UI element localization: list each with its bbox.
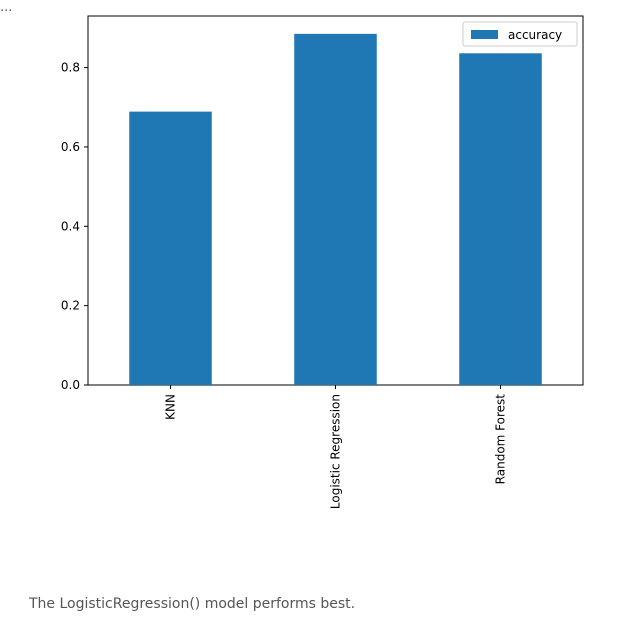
y-tick-label-3: 0.6: [61, 140, 80, 154]
x-tick-label-0: KNN: [164, 394, 178, 420]
y-tick-label-4: 0.8: [61, 61, 80, 75]
legend: accuracy: [462, 21, 578, 47]
y-tick-label-1: 0.2: [61, 299, 80, 313]
bar-1: [294, 33, 377, 386]
legend-swatch: [471, 30, 498, 39]
bar-0: [129, 111, 212, 385]
x-tick-label-2: Random Forest: [494, 394, 508, 485]
legend-box: [462, 21, 578, 47]
legend-label: accuracy: [508, 28, 562, 42]
x-axis: KNN Logistic Regression Random Forest: [164, 385, 508, 509]
bar-2: [459, 53, 542, 385]
output-note: The LogisticRegression() model performs …: [29, 596, 356, 612]
output-ellipsis[interactable]: ...: [0, 0, 13, 15]
y-axis: 0.0 0.2 0.4 0.6 0.8: [61, 61, 88, 392]
bar-chart: 0.0 0.2 0.4 0.6 0.8 KNN Logistic Regression Ra…: [61, 15, 584, 509]
y-tick-label-2: 0.4: [61, 219, 80, 233]
x-tick-label-1: Logistic Regression: [329, 394, 343, 509]
bars-group: [129, 33, 542, 386]
y-tick-label-0: 0.0: [61, 378, 80, 392]
